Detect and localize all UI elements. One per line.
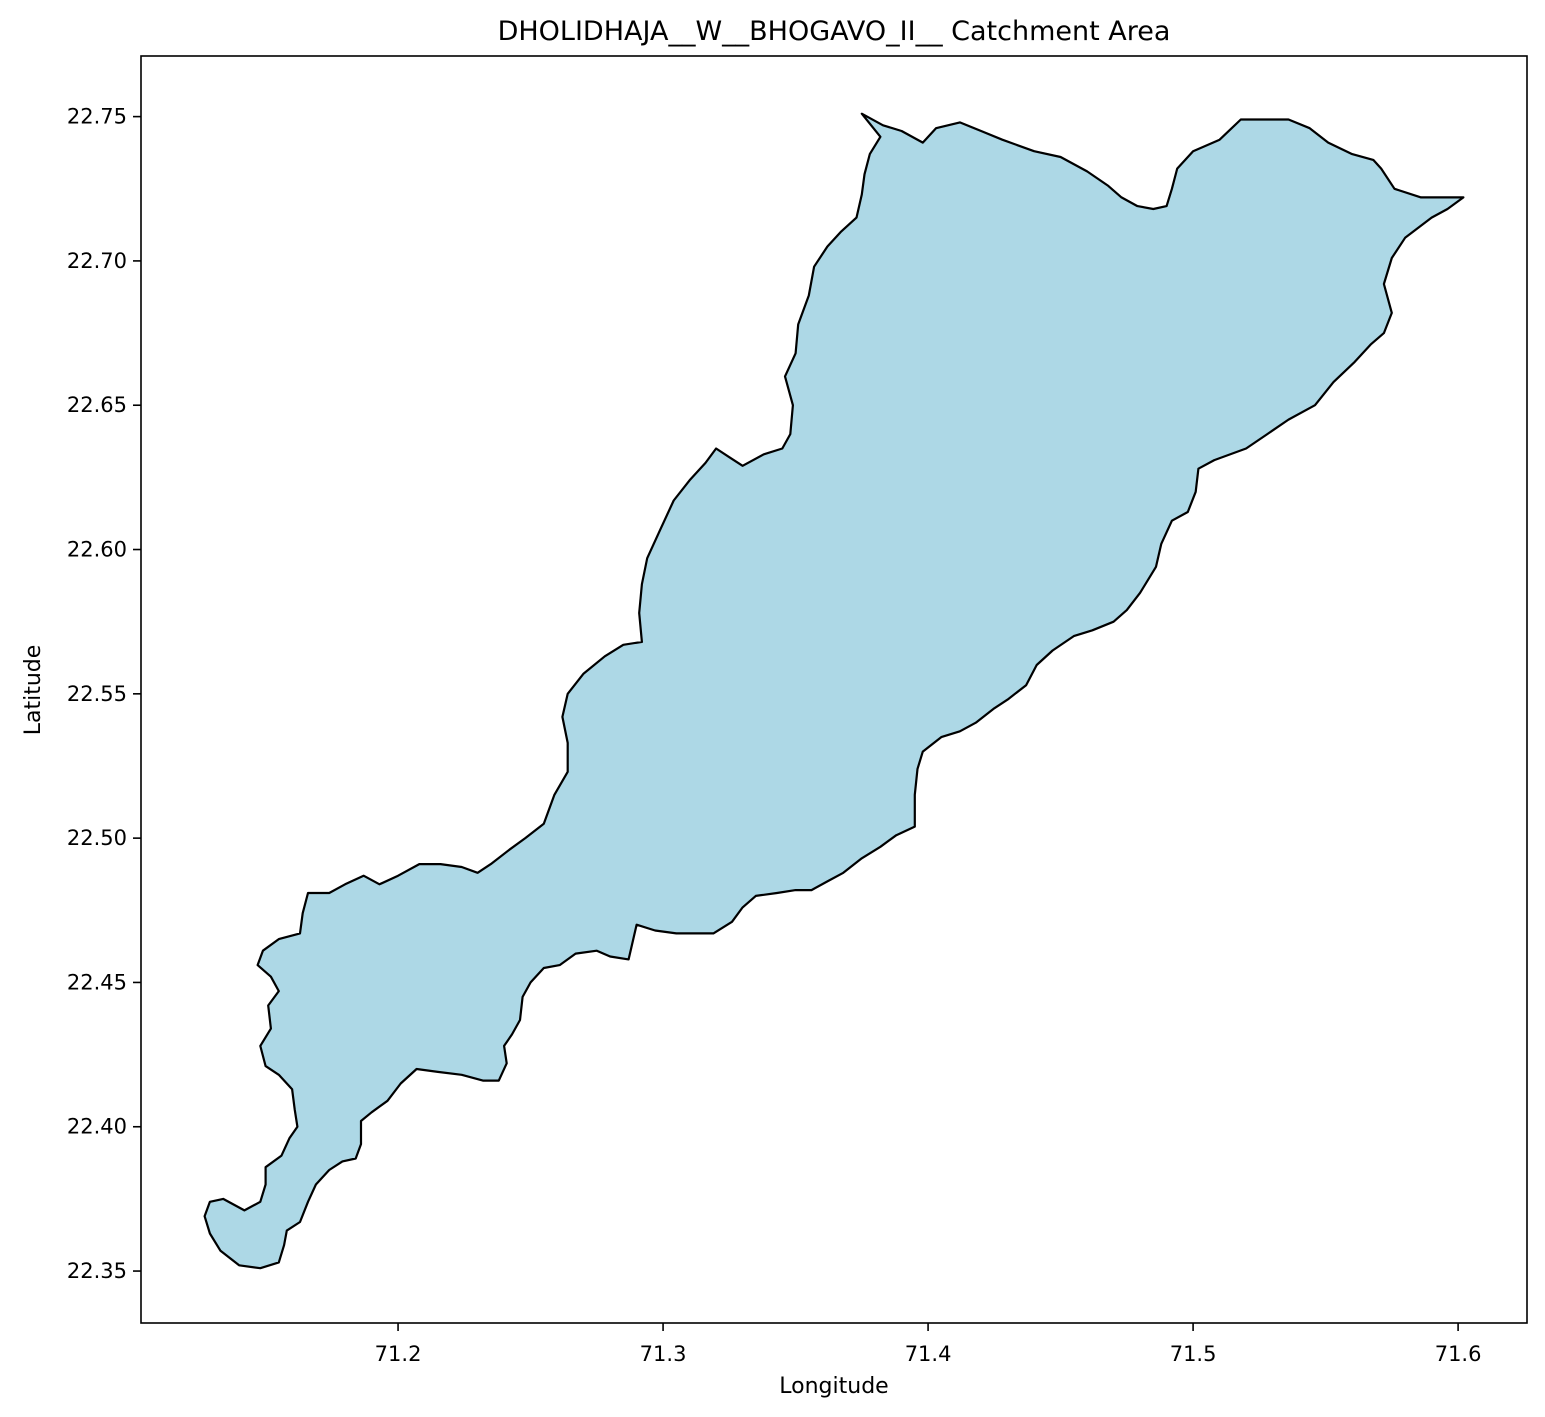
chart-title: DHOLIDHAJA__W__BHOGAVO_II__ Catchment Ar… (498, 16, 1171, 47)
y-tick-label: 22.35 (67, 1259, 127, 1283)
x-tick-label: 71.5 (1170, 1342, 1217, 1366)
x-tick-label: 71.3 (640, 1342, 687, 1366)
y-tick-label: 22.45 (67, 970, 127, 994)
y-tick-label: 22.60 (67, 538, 127, 562)
y-tick-label: 22.50 (67, 826, 127, 850)
y-tick-label: 22.40 (67, 1115, 127, 1139)
plot-area (203, 112, 1465, 1270)
catchment-polygon (203, 112, 1465, 1270)
x-tick-label: 71.4 (905, 1342, 952, 1366)
x-axis-label: Longitude (779, 1374, 888, 1399)
y-axis-label: Latitude (21, 645, 46, 736)
y-tick-label: 22.70 (67, 249, 127, 273)
y-tick-label: 22.75 (67, 105, 127, 129)
x-tick-label: 71.2 (375, 1342, 422, 1366)
axes-frame (140, 55, 1528, 1324)
x-tick-label: 71.6 (1435, 1342, 1482, 1366)
y-tick-label: 22.55 (67, 682, 127, 706)
x-axis-ticks: 71.2 71.3 71.4 71.5 71.6 (375, 1323, 1482, 1366)
y-tick-label: 22.65 (67, 393, 127, 417)
y-axis-ticks: 22.35 22.40 22.45 22.50 22.55 22.60 22.65 22.70… (67, 105, 141, 1283)
